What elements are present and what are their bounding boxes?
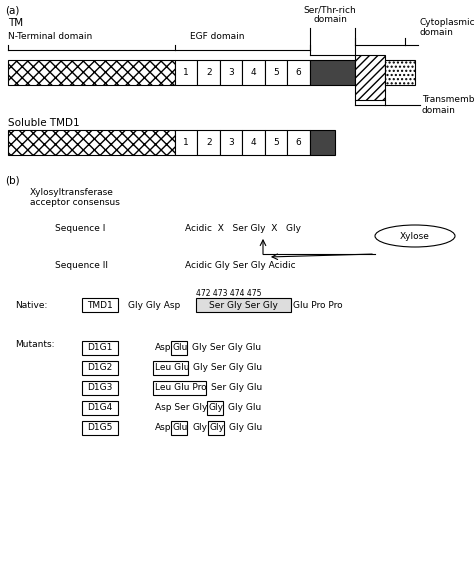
Bar [198, 130, 220, 155]
Bar [8, 60, 175, 85]
Bar [8, 130, 175, 155]
Bar [82, 421, 118, 435]
Bar [243, 130, 265, 155]
Bar [198, 60, 220, 85]
Bar [154, 381, 206, 395]
Bar [265, 60, 288, 85]
Text: 4: 4 [251, 68, 256, 77]
Bar [82, 361, 118, 375]
Text: Ser Gly Ser Gly: Ser Gly Ser Gly [209, 300, 278, 310]
Text: Gly: Gly [208, 403, 223, 413]
Text: Acidic  X   Ser Gly  X   Gly: Acidic X Ser Gly X Gly [185, 224, 301, 233]
Text: Native:: Native: [15, 300, 47, 310]
Text: Xylose: Xylose [400, 232, 430, 241]
Text: 2: 2 [206, 68, 211, 77]
Ellipse shape [375, 225, 455, 247]
Bar [288, 60, 310, 85]
Bar [82, 381, 118, 395]
Text: Transmembrane
domain: Transmembrane domain [422, 95, 474, 115]
Bar [171, 341, 187, 355]
Text: Gly Glu: Gly Glu [229, 423, 263, 432]
Text: Acidic Gly Ser Gly Acidic: Acidic Gly Ser Gly Acidic [185, 261, 296, 270]
Bar [208, 421, 224, 435]
Text: Mutants:: Mutants: [15, 340, 55, 349]
Bar [82, 298, 118, 312]
Text: D1G3: D1G3 [87, 384, 113, 393]
Text: Glu: Glu [172, 423, 188, 432]
Bar [154, 361, 188, 375]
Text: 5: 5 [273, 68, 279, 77]
Text: Ser/Thr-rich
domain: Ser/Thr-rich domain [304, 5, 356, 24]
Text: Asp: Asp [155, 423, 172, 432]
Text: Leu Glu: Leu Glu [155, 364, 190, 373]
Text: Soluble TMD1: Soluble TMD1 [8, 118, 80, 128]
Text: Xylosyltransferase
acceptor consensus: Xylosyltransferase acceptor consensus [30, 188, 120, 207]
Text: 5: 5 [273, 138, 279, 147]
Text: Leu Glu Pro: Leu Glu Pro [155, 384, 207, 393]
Text: Glu Pro Pro: Glu Pro Pro [293, 300, 343, 310]
Text: 3: 3 [228, 68, 234, 77]
Text: 6: 6 [296, 68, 301, 77]
Text: Gly Ser Gly Glu: Gly Ser Gly Glu [193, 364, 262, 373]
Bar [243, 60, 265, 85]
Text: D1G5: D1G5 [87, 423, 113, 432]
Text: D1G2: D1G2 [87, 364, 113, 373]
Bar [82, 401, 118, 415]
Text: Cytoplasmic
domain: Cytoplasmic domain [420, 18, 474, 38]
Bar [385, 60, 415, 85]
Bar [288, 130, 310, 155]
Text: D1G1: D1G1 [87, 344, 113, 353]
Bar [196, 298, 291, 312]
Text: Gly: Gly [192, 423, 207, 432]
Text: Glu: Glu [172, 344, 188, 353]
Text: 2: 2 [206, 138, 211, 147]
Text: N-Terminal domain: N-Terminal domain [8, 32, 92, 41]
Bar [207, 401, 223, 415]
Text: Ser Gly Glu: Ser Gly Glu [211, 384, 262, 393]
Bar [220, 60, 243, 85]
Bar [310, 60, 355, 85]
Text: TM: TM [8, 18, 23, 28]
Bar [82, 341, 118, 355]
Text: (b): (b) [5, 175, 19, 185]
Text: (a): (a) [5, 5, 19, 15]
Bar [265, 130, 288, 155]
Text: Gly Gly Asp: Gly Gly Asp [128, 300, 180, 310]
Bar [355, 55, 385, 100]
Text: 472 473 474 475: 472 473 474 475 [196, 288, 262, 298]
Text: Asp Ser Gly: Asp Ser Gly [155, 403, 207, 413]
Bar [171, 421, 187, 435]
Bar [220, 130, 243, 155]
Bar [175, 60, 198, 85]
Text: Asp: Asp [155, 344, 172, 353]
Text: Sequence I: Sequence I [55, 224, 105, 233]
Bar [310, 130, 335, 155]
Text: 1: 1 [183, 138, 189, 147]
Text: EGF domain: EGF domain [190, 32, 245, 41]
Text: Gly: Gly [210, 423, 224, 432]
Bar [175, 130, 198, 155]
Text: Sequence II: Sequence II [55, 261, 108, 270]
Text: 4: 4 [251, 138, 256, 147]
Text: Gly Glu: Gly Glu [228, 403, 262, 413]
Text: 6: 6 [296, 138, 301, 147]
Text: 3: 3 [228, 138, 234, 147]
Text: 1: 1 [183, 68, 189, 77]
Text: D1G4: D1G4 [87, 403, 113, 413]
Text: TMD1: TMD1 [87, 300, 113, 310]
Text: Gly Ser Gly Glu: Gly Ser Gly Glu [192, 344, 261, 353]
